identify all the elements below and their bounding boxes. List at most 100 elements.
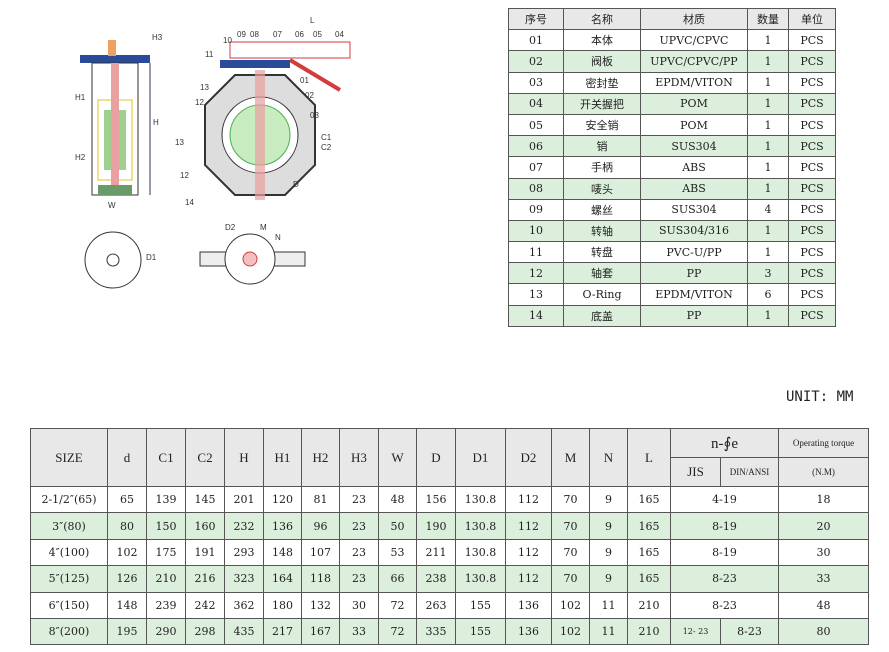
bolt-cell: 8-19 [670,512,779,540]
header-torque-unit: (N.M) [778,457,869,487]
table-cell: 102 [551,617,590,646]
table-cell: 1 [747,113,789,137]
callout-l: L [310,16,315,25]
label-h2: H2 [75,153,86,162]
table-cell: PCS [788,304,836,327]
table-cell: 298 [185,617,225,646]
table-cell: 145 [185,485,225,514]
table-cell: 70 [551,512,590,540]
table-cell: 1 [747,135,789,158]
table-cell: 09 [508,198,564,221]
unit-label: UNIT: MM [786,389,854,405]
table-cell: 阀板 [563,50,641,73]
table-row: 06 销 SUS304 1 PCS [508,135,836,158]
header-h1: H1 [263,428,302,487]
table-cell: 2-1/2″(65) [30,485,108,514]
valve-side-view: H1 H2 H3 H W [75,33,163,210]
table-cell: SUS304 [640,198,748,221]
table-cell: 14 [508,304,564,327]
callout-04: 04 [335,30,344,39]
table-cell: 165 [627,538,671,567]
header-c1: C1 [146,428,186,487]
table-cell: 6″(150) [30,591,108,619]
table-cell: 6 [747,283,789,306]
callout-13b: 13 [175,138,184,147]
table-cell: 238 [416,565,456,593]
table-cell: EPDM/VITON [640,71,748,94]
table-cell: 130.8 [455,538,506,567]
table-cell: UPVC/CPVC/PP [640,50,748,73]
table-cell: 180 [263,591,302,619]
table-cell: 01 [508,29,564,52]
header-m: M [551,428,590,487]
table-cell: 65 [107,485,147,514]
table-cell: 80 [107,512,147,540]
callout-11: 11 [205,50,214,59]
table-cell: 9 [589,565,628,593]
callout-03: 03 [310,111,319,120]
table-cell: 165 [627,512,671,540]
table-cell: 30 [339,591,379,619]
table-cell: 1 [747,71,789,94]
table-cell: PCS [788,219,836,243]
callout-13: 13 [200,83,209,92]
table-row: 2-1/2″(65) 65 139 145 201 120 81 23 48 156 130.8 11… [30,485,869,514]
table-cell: 13 [508,283,564,306]
parts-header-cell: 序号 [508,7,564,31]
table-row: 04 开关握把 POM 1 PCS [508,92,836,115]
callout-08: 08 [250,30,259,39]
callout-c1: C1 [321,133,332,142]
header-h: H [224,428,264,487]
table-cell: 102 [551,591,590,619]
table-cell: 9 [589,538,628,567]
table-cell: 164 [263,565,302,593]
table-cell: 167 [301,617,340,646]
table-cell: 轴套 [563,262,641,285]
header-jis: JIS [670,457,721,487]
label-h3: H3 [152,33,163,42]
header-d: d [107,428,147,487]
table-cell: 132 [301,591,340,619]
table-cell: 4″(100) [30,538,108,567]
label-d2: D2 [225,223,236,232]
table-cell: 112 [505,485,552,514]
table-cell: PCS [788,29,836,52]
table-cell: 190 [416,512,456,540]
table-cell: 23 [339,565,379,593]
table-cell: 165 [627,485,671,514]
table-cell: 23 [339,485,379,514]
table-row: 8″(200) 195 290 298 435 217 167 33 72 335 155 136 10… [30,617,869,646]
header-din-ansi: DIN/ANSI [720,457,779,487]
table-cell: 216 [185,565,225,593]
table-row: 11 转盘 PVC-U/PP 1 PCS [508,241,836,264]
table-cell: 1 [747,219,789,243]
torque-cell: 48 [778,591,869,619]
header-h2: H2 [301,428,340,487]
table-cell: 156 [416,485,456,514]
table-cell: 70 [551,538,590,567]
table-cell: 销 [563,135,641,158]
table-cell: 1 [747,177,789,200]
header-d2: D2 [505,428,552,487]
table-cell: 12 [508,262,564,285]
table-cell: 1 [747,92,789,115]
table-cell: 201 [224,485,264,514]
table-row: 12 轴套 PP 3 PCS [508,262,836,285]
table-cell: 螺丝 [563,198,641,221]
valve-bottom-view: D1 [84,231,157,289]
table-cell: 72 [378,591,417,619]
table-cell: 转轴 [563,219,641,243]
table-cell: 70 [551,565,590,593]
table-cell: PP [640,262,748,285]
table-cell: 136 [505,591,552,619]
header-n: N [589,428,628,487]
table-cell: 1 [747,304,789,327]
table-cell: 175 [146,538,186,567]
table-cell: 33 [339,617,379,646]
table-cell: 密封垫 [563,71,641,94]
table-cell: 239 [146,591,186,619]
table-cell: 217 [263,617,302,646]
table-cell: 139 [146,485,186,514]
table-cell: 112 [505,512,552,540]
table-cell: 211 [416,538,456,567]
